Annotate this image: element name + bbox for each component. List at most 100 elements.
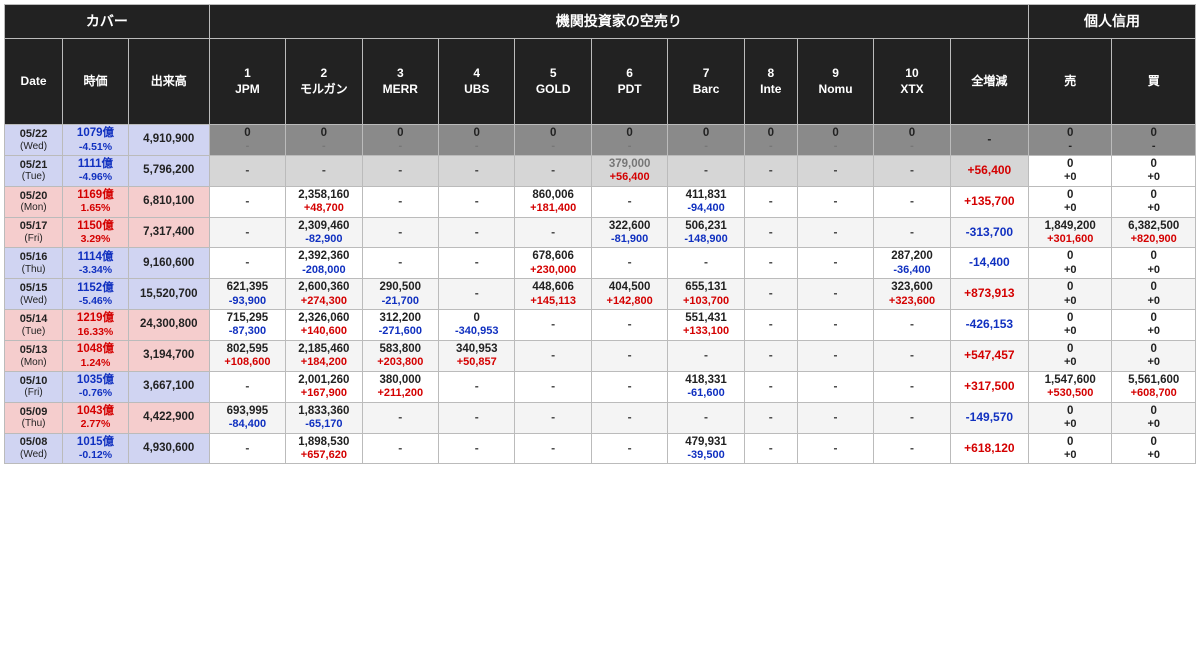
inst-cell-9: - <box>797 248 873 279</box>
buy-cell: 6,382,500+820,900 <box>1112 217 1196 248</box>
volume-cell: 4,910,900 <box>128 125 209 156</box>
table-body: 05/22(Wed)1079億-4.51%4,910,9000-0-0-0-0-… <box>5 125 1196 464</box>
inst-cell-3: 0- <box>362 125 438 156</box>
inst-cell-6: 404,500+142,800 <box>591 279 667 310</box>
volume-cell: 9,160,600 <box>128 248 209 279</box>
volume-cell: 6,810,100 <box>128 186 209 217</box>
inst-cell-3: 312,200-271,600 <box>362 310 438 341</box>
volume-cell: 4,930,600 <box>128 433 209 464</box>
inst-cell-5: 678,606+230,000 <box>515 248 591 279</box>
inst-cell-9: - <box>797 217 873 248</box>
buy-cell: 0+0 <box>1112 248 1196 279</box>
sell-cell: 0+0 <box>1029 402 1112 433</box>
buy-cell: 0- <box>1112 125 1196 156</box>
volume-cell: 24,300,800 <box>128 310 209 341</box>
inst-cell-6: - <box>591 341 667 372</box>
price-cell: 1043億2.77% <box>63 402 129 433</box>
inst-cell-1: - <box>209 248 285 279</box>
date-cell: 05/20(Mon) <box>5 186 63 217</box>
inst-cell-4: - <box>439 402 515 433</box>
inst-cell-4: - <box>439 371 515 402</box>
buy-cell: 0+0 <box>1112 402 1196 433</box>
inst-cell-4: 0-340,953 <box>439 310 515 341</box>
group-indiv: 個人信用 <box>1029 5 1196 39</box>
sell-cell: 0+0 <box>1029 310 1112 341</box>
inst-cell-8: - <box>744 155 797 186</box>
inst-cell-7: 551,431+133,100 <box>668 310 744 341</box>
date-cell: 05/09(Thu) <box>5 402 63 433</box>
volume-cell: 5,796,200 <box>128 155 209 186</box>
table-row: 05/08(Wed)1015億-0.12%4,930,600-1,898,530… <box>5 433 1196 464</box>
inst-cell-10: - <box>874 341 950 372</box>
inst-cell-9: - <box>797 186 873 217</box>
inst-cell-7: 418,331-61,600 <box>668 371 744 402</box>
sell-cell: 1,547,600+530,500 <box>1029 371 1112 402</box>
inst-cell-7: - <box>668 402 744 433</box>
price-cell: 1152億-5.46% <box>63 279 129 310</box>
inst-cell-9: - <box>797 310 873 341</box>
inst-cell-9: - <box>797 155 873 186</box>
total-cell: -149,570 <box>950 402 1028 433</box>
inst-cell-2: - <box>286 155 362 186</box>
inst-cell-9: - <box>797 433 873 464</box>
inst-cell-10: - <box>874 155 950 186</box>
col-buy: 買 <box>1112 39 1196 125</box>
inst-cell-10: - <box>874 371 950 402</box>
inst-cell-7: 0- <box>668 125 744 156</box>
inst-cell-8: 0- <box>744 125 797 156</box>
buy-cell: 5,561,600+608,700 <box>1112 371 1196 402</box>
inst-cell-10: 323,600+323,600 <box>874 279 950 310</box>
table-row: 05/21(Tue)1111億-4.96%5,796,200-----379,0… <box>5 155 1196 186</box>
col-inst-8: 8Inte <box>744 39 797 125</box>
inst-cell-10: 287,200-36,400 <box>874 248 950 279</box>
col-inst-10: 10XTX <box>874 39 950 125</box>
col-date: Date <box>5 39 63 125</box>
volume-cell: 7,317,400 <box>128 217 209 248</box>
col-inst-1: 1JPM <box>209 39 285 125</box>
inst-cell-5: - <box>515 310 591 341</box>
inst-cell-2: 2,392,360-208,000 <box>286 248 362 279</box>
inst-cell-7: - <box>668 155 744 186</box>
inst-cell-9: 0- <box>797 125 873 156</box>
total-cell: - <box>950 125 1028 156</box>
inst-cell-5: 860,006+181,400 <box>515 186 591 217</box>
table-row: 05/09(Thu)1043億2.77%4,422,900693,995-84,… <box>5 402 1196 433</box>
inst-cell-4: - <box>439 433 515 464</box>
inst-cell-10: - <box>874 217 950 248</box>
inst-cell-9: - <box>797 279 873 310</box>
inst-cell-8: - <box>744 186 797 217</box>
inst-cell-6: - <box>591 402 667 433</box>
date-cell: 05/17(Fri) <box>5 217 63 248</box>
inst-cell-8: - <box>744 310 797 341</box>
sell-cell: 0+0 <box>1029 248 1112 279</box>
inst-cell-8: - <box>744 279 797 310</box>
inst-cell-9: - <box>797 341 873 372</box>
col-inst-7: 7Barc <box>668 39 744 125</box>
sell-cell: 0+0 <box>1029 433 1112 464</box>
inst-cell-1: 621,395-93,900 <box>209 279 285 310</box>
inst-cell-3: - <box>362 402 438 433</box>
inst-cell-5: - <box>515 433 591 464</box>
inst-cell-8: - <box>744 217 797 248</box>
sell-cell: 0- <box>1029 125 1112 156</box>
table-row: 05/15(Wed)1152億-5.46%15,520,700621,395-9… <box>5 279 1196 310</box>
sell-cell: 0+0 <box>1029 341 1112 372</box>
total-cell: -426,153 <box>950 310 1028 341</box>
inst-cell-2: 2,185,460+184,200 <box>286 341 362 372</box>
inst-cell-3: - <box>362 186 438 217</box>
price-cell: 1035億-0.76% <box>63 371 129 402</box>
buy-cell: 0+0 <box>1112 341 1196 372</box>
buy-cell: 0+0 <box>1112 279 1196 310</box>
inst-cell-3: 583,800+203,800 <box>362 341 438 372</box>
inst-cell-7: 506,231-148,900 <box>668 217 744 248</box>
total-cell: +547,457 <box>950 341 1028 372</box>
col-price: 時価 <box>63 39 129 125</box>
col-inst-3: 3MERR <box>362 39 438 125</box>
inst-cell-4: 0- <box>439 125 515 156</box>
volume-cell: 3,667,100 <box>128 371 209 402</box>
inst-cell-5: - <box>515 341 591 372</box>
price-cell: 1219億16.33% <box>63 310 129 341</box>
inst-cell-7: 411,831-94,400 <box>668 186 744 217</box>
date-cell: 05/14(Tue) <box>5 310 63 341</box>
inst-cell-3: - <box>362 433 438 464</box>
